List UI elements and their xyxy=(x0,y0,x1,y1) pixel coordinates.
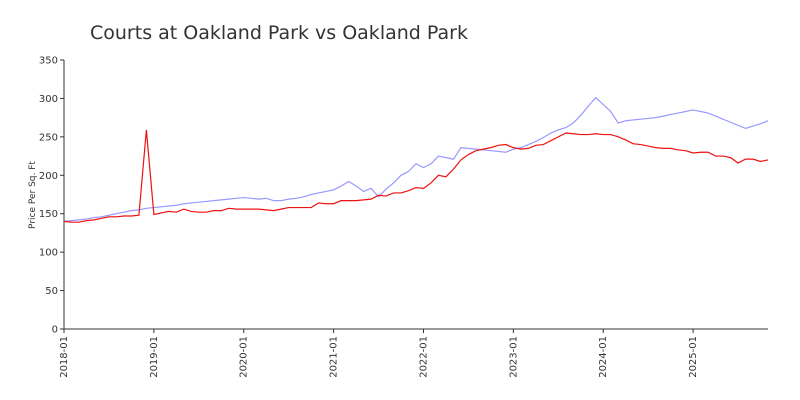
y-tick-label: 350 xyxy=(39,56,58,67)
x-tick-label: 2023-01 xyxy=(508,336,519,378)
chart-title: Courts at Oakland Park vs Oakland Park xyxy=(90,22,468,44)
y-tick-label: 150 xyxy=(39,209,58,220)
series-line xyxy=(63,96,769,222)
y-tick-label: 50 xyxy=(45,286,58,297)
x-tick-label: 2019-01 xyxy=(149,336,160,378)
x-tick-label: 2025-01 xyxy=(688,336,699,378)
x-tick-label: 2018-01 xyxy=(59,336,70,378)
series-line xyxy=(63,129,769,223)
y-tick-label: 250 xyxy=(39,132,58,143)
y-axis-label: Price Per Sq. Ft xyxy=(28,161,38,229)
y-tick-label: 100 xyxy=(39,248,58,259)
y-tick-label: 300 xyxy=(39,94,58,105)
x-tick-label: 2024-01 xyxy=(598,336,609,378)
y-tick-label: 0 xyxy=(52,325,58,336)
x-tick-label: 2021-01 xyxy=(329,336,340,378)
x-tick-label: 2022-01 xyxy=(418,336,429,378)
x-tick-label: 2020-01 xyxy=(239,336,250,378)
y-tick-label: 200 xyxy=(39,171,58,182)
